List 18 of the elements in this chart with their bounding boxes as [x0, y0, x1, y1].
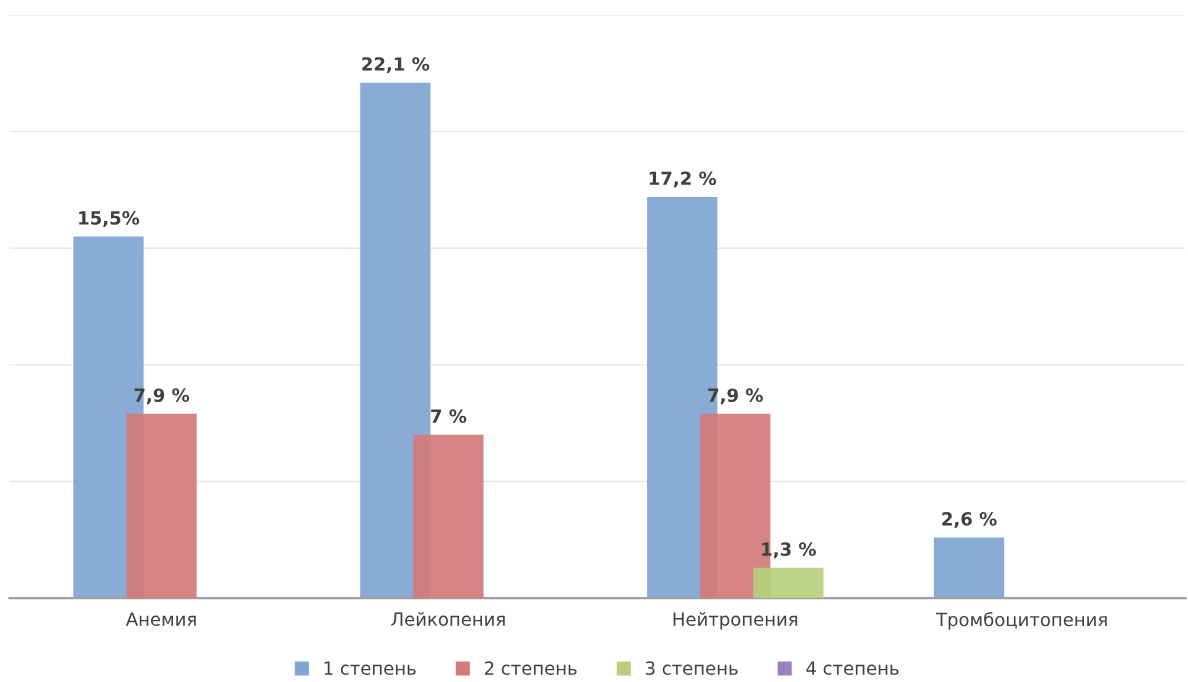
legend-label: 4 степень	[806, 661, 899, 675]
data-label: 7 %	[431, 409, 467, 424]
data-label: 15,5%	[79, 211, 140, 228]
x-tick-label: Анемия	[125, 612, 196, 626]
legend-label: 1 степень	[324, 661, 416, 675]
data-label: 17,2 %	[649, 171, 717, 188]
x-tick-label: Нейтропения	[673, 612, 798, 630]
bar	[126, 413, 197, 599]
bar	[753, 567, 824, 599]
legend-label: 2 степень	[484, 661, 577, 675]
data-label: 22,1 %	[362, 57, 430, 74]
bar	[933, 537, 1005, 599]
x-tick-label: Тромбоцитопения	[935, 612, 1107, 630]
data-label: 2,6 %	[942, 511, 997, 528]
bar	[360, 82, 431, 599]
x-tick-label: Лейкопения	[391, 612, 505, 626]
bar	[413, 434, 484, 599]
legend-label: 3 степень	[645, 661, 738, 675]
